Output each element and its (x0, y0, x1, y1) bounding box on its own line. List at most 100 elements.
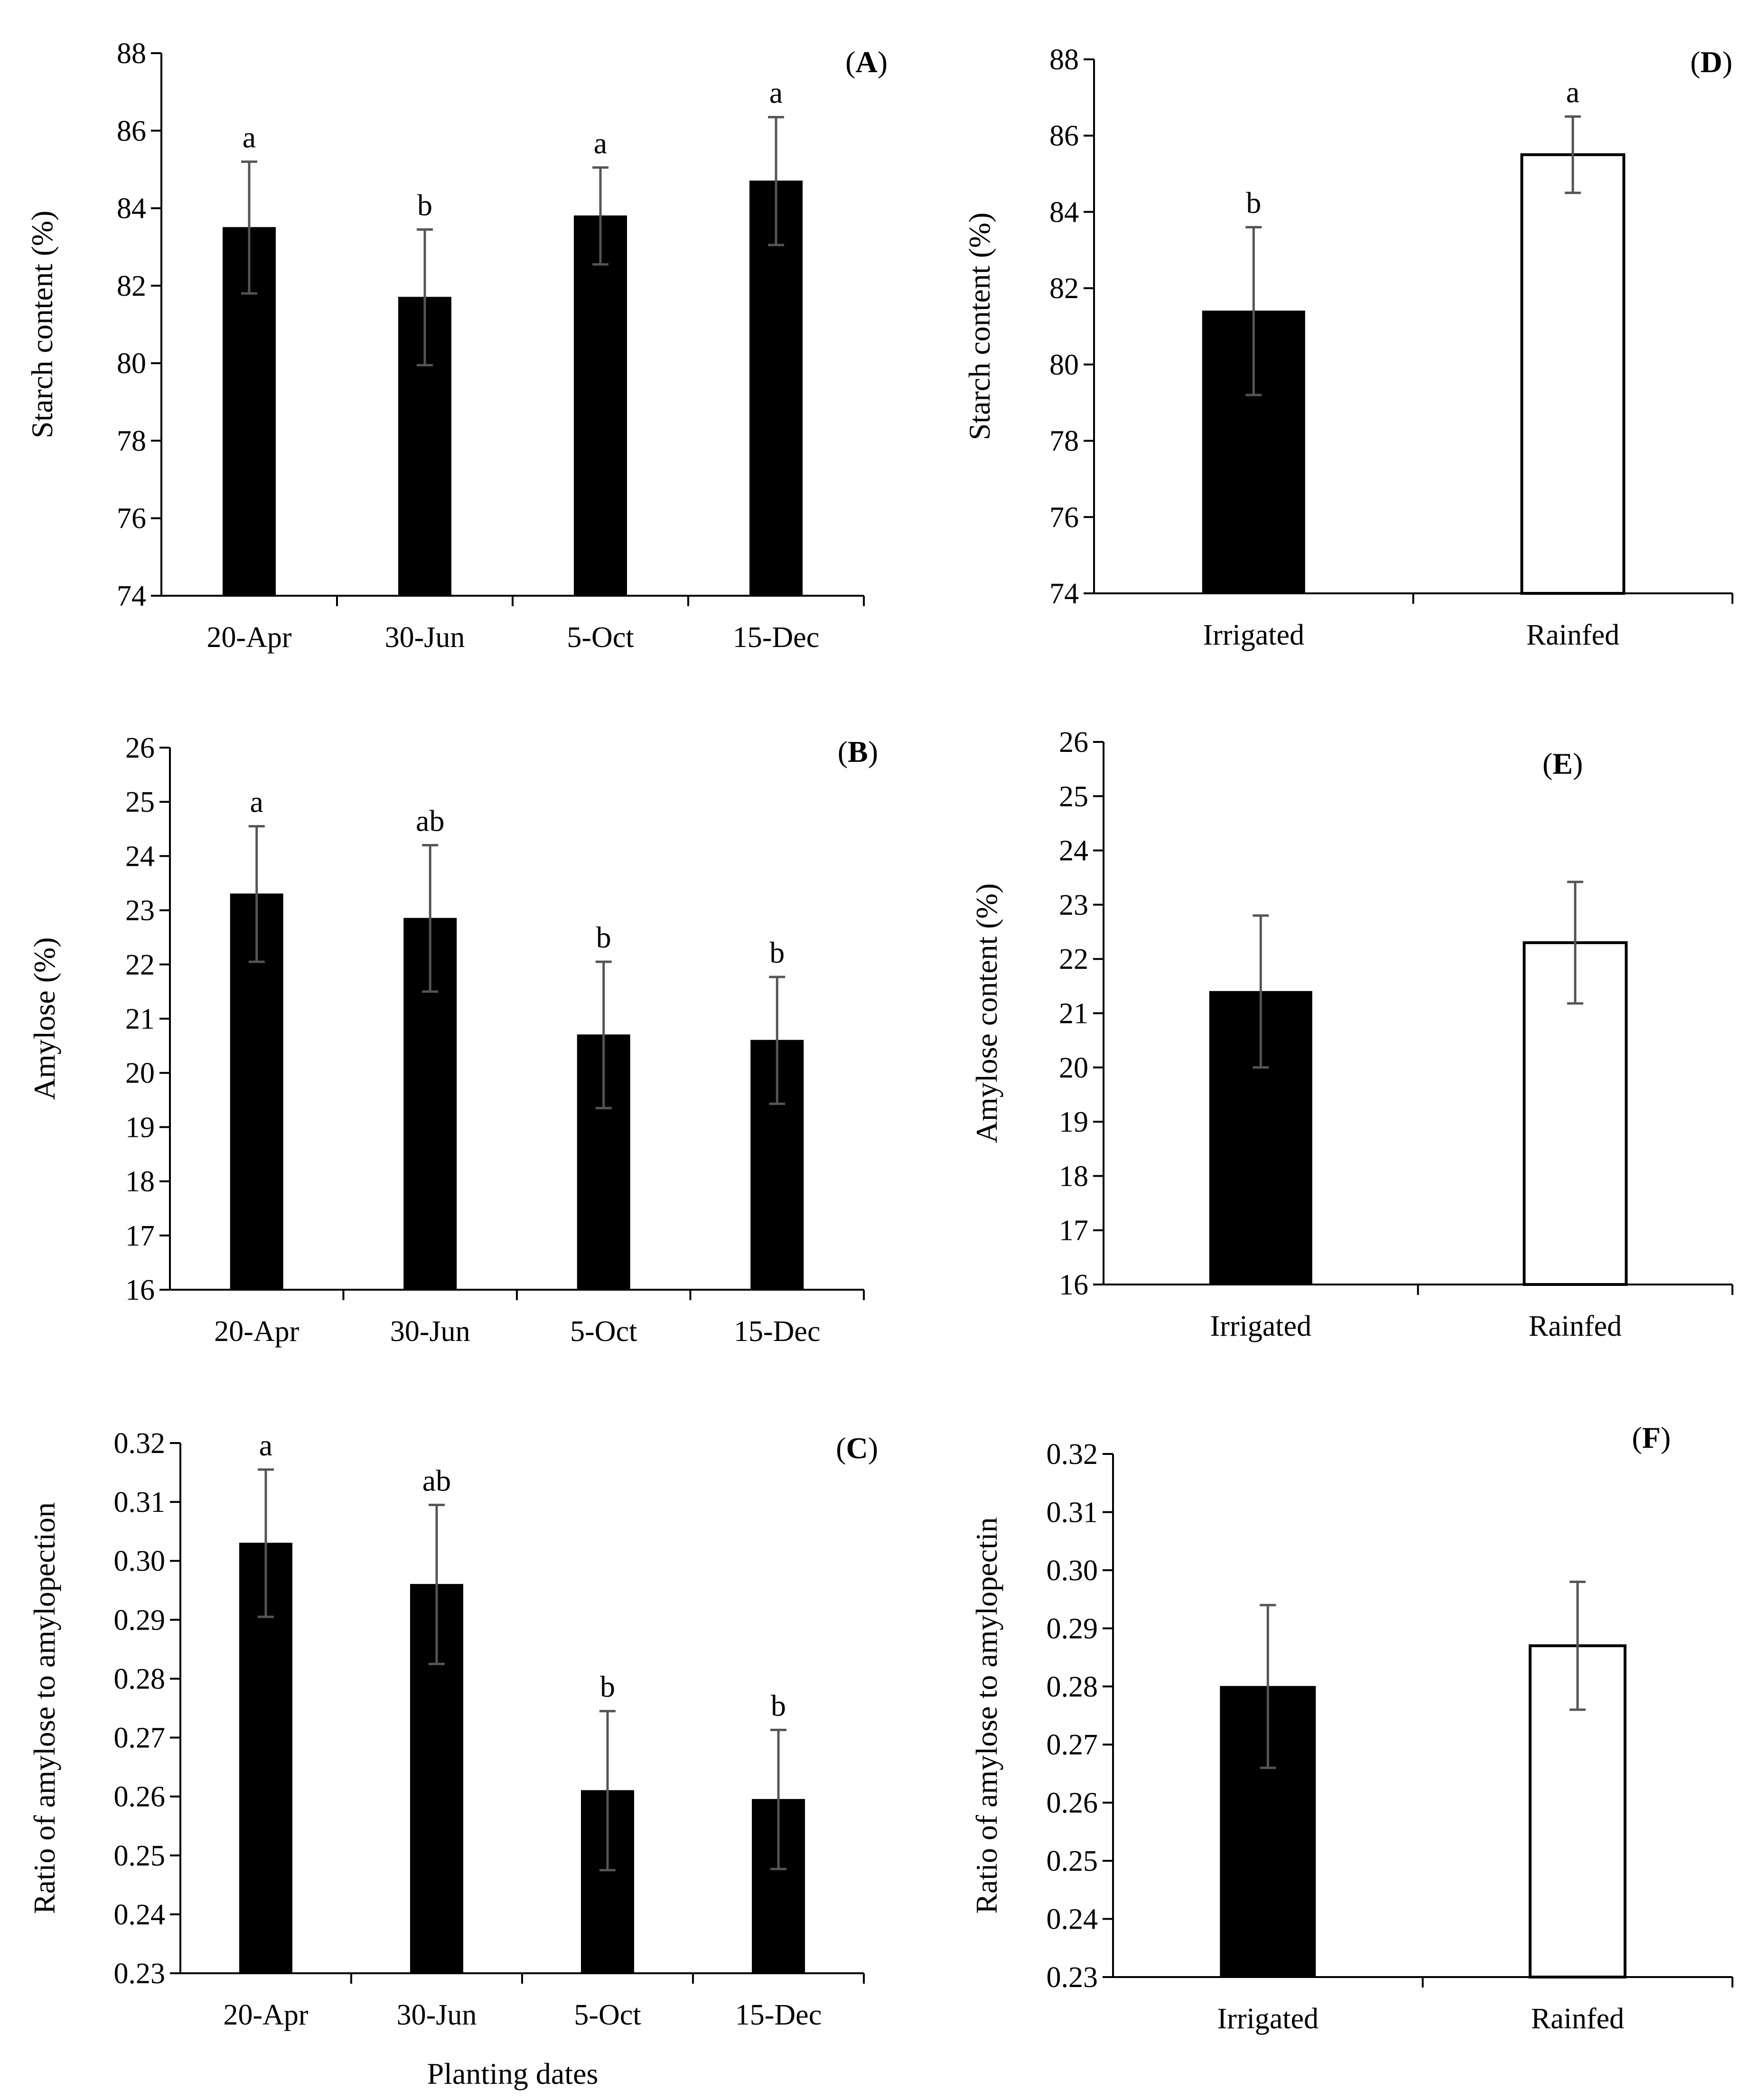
x-category-label: 30-Jun (397, 1999, 477, 2031)
panel-label-b: (B) (838, 735, 878, 769)
significance-letter: b (769, 936, 785, 969)
chart-panel-a: 74 76 78 80 82 84 86 88 a 20-Apr b 30-Jun a 5-Oct a 15-… (25, 38, 888, 654)
y-tick-label: 82 (1049, 272, 1079, 305)
y-tick-label: 76 (1049, 501, 1079, 534)
y-axis-title: Starch content (%) (963, 213, 996, 441)
y-axis-title: Ratio of amylose to amylopection (28, 1502, 61, 1914)
y-tick-label: 21 (1059, 998, 1088, 1030)
panel-label-f: (F) (1632, 1421, 1671, 1454)
y-axis-title: Ratio of amylose to amylopectin (970, 1517, 1003, 1913)
y-tick-label: 24 (1059, 835, 1088, 867)
chart-panel-f: 0.23 0.24 0.25 0.26 0.27 0.28 0.29 0.30 0.31 0.32… (970, 1421, 1733, 2035)
y-tick-label: 78 (117, 425, 146, 457)
y-tick-label: 0.24 (114, 1899, 166, 1931)
chart-panel-d: 74 76 78 80 82 84 86 88 b Irrigated a Rainfed Starch… (963, 44, 1733, 651)
x-category-label: Irrigated (1217, 2003, 1319, 2035)
y-tick-label: 18 (1059, 1160, 1088, 1192)
bar-rainfed (1520, 153, 1626, 595)
y-tick-label: 21 (125, 1003, 155, 1035)
significance-letter: b (600, 1670, 615, 1704)
y-tick-label: 0.27 (1047, 1729, 1098, 1761)
x-category-label: 5-Oct (574, 1999, 641, 2031)
significance-letter: b (771, 1688, 786, 1722)
significance-letter: ab (422, 1463, 451, 1497)
x-category-label: 5-Oct (567, 621, 634, 654)
y-tick-label: 26 (1059, 726, 1088, 759)
y-tick-label: 0.28 (114, 1663, 166, 1695)
y-tick-label: 25 (1059, 780, 1088, 813)
significance-letter: a (1566, 75, 1580, 109)
y-tick-label: 0.29 (1047, 1612, 1098, 1645)
y-tick-label: 0.25 (114, 1840, 166, 1872)
y-tick-label: 84 (117, 193, 146, 225)
x-category-label: Irrigated (1210, 1310, 1311, 1342)
y-tick-label: 0.27 (114, 1722, 166, 1754)
x-category-label: Irrigated (1203, 619, 1304, 651)
y-tick-label: 0.32 (1047, 1438, 1098, 1471)
y-tick-label: 80 (1049, 349, 1079, 381)
panel-label-e: (E) (1543, 747, 1583, 780)
y-tick-label: 16 (1059, 1269, 1088, 1301)
significance-letter: a (594, 126, 607, 160)
y-tick-label: 0.31 (114, 1486, 166, 1519)
y-tick-label: 20 (125, 1057, 155, 1089)
x-category-label: Rainfed (1526, 619, 1619, 651)
y-tick-label: 0.25 (1047, 1845, 1098, 1877)
significance-letter: b (1246, 186, 1261, 220)
y-tick-label: 82 (117, 270, 146, 302)
significance-letter: ab (416, 804, 444, 838)
chart-panel-b: 16 17 18 19 20 21 22 23 24 25 26 a 20-Apr ab 30-Jun b 5-… (28, 732, 878, 1348)
x-axis-title: Planting dates (427, 2057, 599, 2091)
y-tick-label: 84 (1049, 196, 1079, 228)
y-axis-title: Amylose content (%) (970, 883, 1003, 1143)
x-category-label: 20-Apr (206, 621, 291, 654)
panel-label-a: (A) (845, 45, 888, 79)
chart-panel-c: 0.23 0.24 0.25 0.26 0.27 0.28 0.29 0.30 0.31 0.32… (28, 1427, 878, 2091)
y-tick-label: 20 (1059, 1052, 1088, 1084)
x-category-label: 20-Apr (214, 1315, 299, 1348)
y-tick-label: 19 (125, 1111, 155, 1144)
y-tick-label: 23 (1059, 889, 1088, 921)
panel-letter: F (1642, 1421, 1661, 1454)
x-category-label: 30-Jun (390, 1315, 470, 1348)
y-tick-label: 78 (1049, 425, 1079, 458)
y-tick-label: 74 (117, 580, 146, 612)
x-category-label: 15-Dec (734, 1315, 820, 1348)
significance-letter: a (259, 1428, 272, 1462)
y-tick-label: 26 (125, 732, 155, 764)
bar-15-dec (749, 180, 803, 596)
y-tick-label: 86 (1049, 120, 1079, 152)
significance-letter: a (250, 785, 263, 819)
x-category-label: 15-Dec (733, 621, 819, 654)
significance-letter: b (417, 188, 432, 222)
x-category-label: 15-Dec (735, 1999, 822, 2031)
y-tick-label: 88 (117, 38, 146, 70)
y-tick-label: 0.29 (114, 1604, 166, 1636)
x-category-label: 30-Jun (385, 621, 465, 654)
x-category-label: 5-Oct (570, 1315, 637, 1348)
panel-letter: B (848, 735, 868, 769)
y-tick-label: 19 (1059, 1106, 1088, 1138)
y-tick-label: 86 (117, 115, 146, 147)
y-tick-label: 0.30 (1047, 1555, 1098, 1587)
panel-letter: C (846, 1431, 868, 1465)
y-tick-label: 0.26 (114, 1781, 166, 1813)
panel-letter: E (1553, 747, 1573, 780)
y-tick-label: 0.24 (1047, 1903, 1098, 1936)
y-tick-label: 88 (1049, 44, 1079, 76)
significance-letter: a (769, 76, 783, 110)
y-tick-label: 80 (117, 347, 146, 380)
y-tick-label: 23 (125, 895, 155, 927)
y-tick-label: 22 (125, 949, 155, 981)
y-tick-label: 0.28 (1047, 1671, 1098, 1703)
y-tick-label: 24 (125, 840, 155, 872)
y-tick-label: 0.23 (114, 1958, 166, 1990)
y-axis-title: Starch content (%) (25, 211, 59, 439)
y-tick-label: 17 (125, 1220, 155, 1252)
bar-5-oct (574, 215, 627, 596)
x-category-label: Rainfed (1531, 2003, 1624, 2035)
panel-letter: A (855, 45, 877, 79)
y-tick-label: 0.32 (114, 1427, 166, 1460)
y-tick-label: 0.30 (114, 1545, 166, 1577)
